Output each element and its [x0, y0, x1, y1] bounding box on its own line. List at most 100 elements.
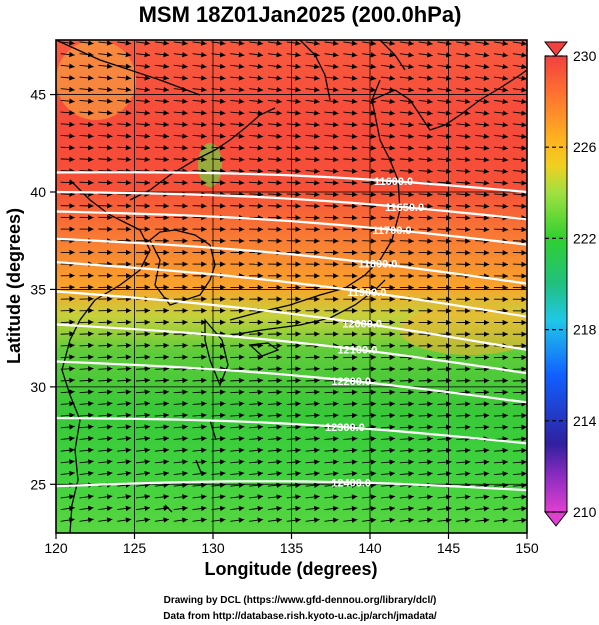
wind-arrow [343, 75, 358, 81]
wind-arrow [211, 156, 226, 163]
colorbar: 210 214 218 222 226 230 [543, 41, 597, 527]
wind-arrow [362, 377, 377, 384]
wind-arrow [230, 459, 245, 465]
colorbar-tick-label: 230 [573, 48, 597, 64]
wind-arrow [324, 214, 339, 221]
wind-arrow [211, 179, 226, 186]
wind-arrow [154, 168, 169, 174]
wind-arrow [267, 412, 282, 419]
wind-arrow [380, 389, 396, 395]
wind-arrow [192, 110, 207, 116]
wind-arrow [230, 377, 245, 384]
wind-arrow [117, 86, 132, 93]
y-tick-label: 35 [30, 281, 46, 297]
wind-arrow [136, 86, 151, 93]
wind-arrow [343, 436, 358, 442]
wind-arrow [343, 226, 358, 233]
wind-arrow [343, 40, 358, 46]
wind-arrow [267, 354, 282, 360]
wind-arrow [475, 424, 490, 430]
wind-arrow [437, 156, 452, 163]
wind-arrow [230, 180, 245, 186]
wind-arrow [362, 447, 377, 454]
credit-data: Data from http://database.rish.kyoto-u.a… [163, 611, 437, 622]
wind-arrow [362, 191, 377, 198]
wind-arrow [136, 331, 151, 337]
wind-arrow [60, 121, 75, 128]
wind-arrow [249, 145, 264, 151]
wind-arrow [362, 517, 377, 523]
warm-patch-east [400, 305, 527, 355]
wind-arrow [493, 133, 509, 140]
wind-arrow [136, 40, 151, 46]
wind-arrow [512, 145, 527, 151]
contour-line [56, 323, 527, 375]
wind-arrow [117, 482, 132, 488]
wind-arrow [192, 424, 207, 430]
wind-arrow [324, 389, 339, 395]
wind-arrow [418, 389, 433, 396]
wind-arrow [79, 75, 94, 81]
wind-arrow [79, 110, 94, 116]
wind-arrow [399, 110, 414, 116]
wind-arrow [286, 389, 301, 395]
wind-arrow [324, 180, 339, 186]
wind-arrow [286, 366, 301, 372]
colorbar-scale [544, 55, 568, 513]
wind-arrow [117, 179, 132, 186]
wind-arrow [512, 168, 527, 174]
wind-arrow [456, 156, 471, 163]
wind-arrow [418, 238, 433, 244]
wind-arrow [456, 412, 471, 419]
wind-arrow [98, 354, 113, 360]
wind-arrow [192, 179, 207, 186]
wind-arrow [98, 505, 113, 512]
wind-arrow [512, 447, 527, 454]
wind-arrow [418, 494, 433, 500]
wind-arrow [267, 470, 282, 477]
wind-arrow [362, 389, 377, 395]
contour-label: 11900.0 [347, 287, 386, 299]
wind-arrow [154, 505, 169, 512]
wind-arrow [493, 156, 509, 163]
wind-arrow [456, 110, 471, 116]
wind-arrow [98, 366, 113, 372]
wind-arrow [249, 52, 264, 58]
wind-arrow [154, 377, 169, 384]
wind-arrow [324, 87, 339, 93]
wind-arrow [267, 203, 282, 209]
wind-arrow [512, 110, 527, 116]
wind-arrow [211, 110, 226, 116]
wind-arrow [286, 133, 301, 139]
wind-arrow [249, 436, 264, 442]
wind-arrow [418, 63, 433, 70]
wind-arrow [267, 110, 282, 116]
wind-arrow [98, 133, 113, 139]
wind-arrow [230, 401, 245, 407]
wind-arrow [136, 389, 151, 395]
wind-arrow [267, 63, 283, 70]
x-axis-label: Longitude (degrees) [204, 559, 377, 579]
wind-arrow [493, 482, 509, 489]
wind-arrow [418, 471, 433, 477]
wind-arrow [286, 401, 301, 407]
wind-arrow [98, 86, 113, 93]
wind-arrow [60, 98, 75, 104]
wind-arrow [79, 494, 94, 500]
wind-arrow [173, 459, 188, 465]
wind-arrow [324, 168, 339, 174]
wind-arrow [305, 377, 320, 384]
wind-arrow [230, 482, 245, 488]
contour-line [56, 290, 527, 351]
wind-arrow [60, 40, 75, 46]
wind-arrow [267, 214, 282, 221]
wind-arrow [192, 470, 207, 477]
wind-arrow [192, 505, 207, 512]
wind-arrow [380, 366, 396, 372]
wind-arrow [79, 342, 94, 349]
wind-arrow [60, 110, 75, 116]
wind-arrow [117, 424, 132, 430]
wind-arrow [343, 133, 358, 139]
wind-arrow [512, 238, 527, 244]
wind-arrow [324, 191, 339, 198]
